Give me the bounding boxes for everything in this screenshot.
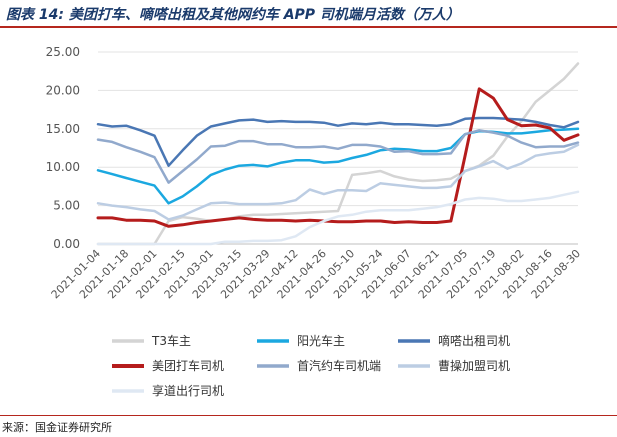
legend-label-0: T3车主 [151,333,191,348]
y-tick-label: 25.00 [46,45,80,59]
chart-title: 图表 14: 美团打车、嘀嗒出租及其他网约车 APP 司机端月活数（万人） [6,7,460,23]
source-note: 来源：国金证券研究所 [2,421,112,434]
y-tick-label: 5.00 [53,199,80,213]
y-axis-ticks: 0.00 5.00 10.00 15.00 20.00 25.00 [46,45,80,251]
legend-label-4: 首汽约车司机端 [297,358,381,373]
x-axis: 2021-01-042021-01-182021-02-012021-02-15… [49,243,583,301]
title-rule [0,26,617,28]
series-line-0 [96,62,580,246]
legend-label-5: 曹操加盟司机 [438,358,510,373]
series-lines [96,62,580,246]
legend-label-6: 享道出行司机 [152,383,224,398]
series-line-5 [96,143,580,221]
legend-label-2: 嘀嗒出租司机 [438,334,510,348]
y-tick-label: 15.00 [46,122,80,136]
legend-label-1: 阳光车主 [297,333,345,348]
footer-rule [0,415,617,416]
y-tick-label: 20.00 [46,83,80,97]
series-line-6 [96,190,580,246]
series-line-2 [96,116,580,167]
y-tick-label: 10.00 [46,160,80,174]
series-line-3 [96,87,580,228]
y-tick-label: 0.00 [53,237,80,251]
series-line-4 [96,129,580,184]
legend-label-3: 美团打车司机 [152,358,224,373]
